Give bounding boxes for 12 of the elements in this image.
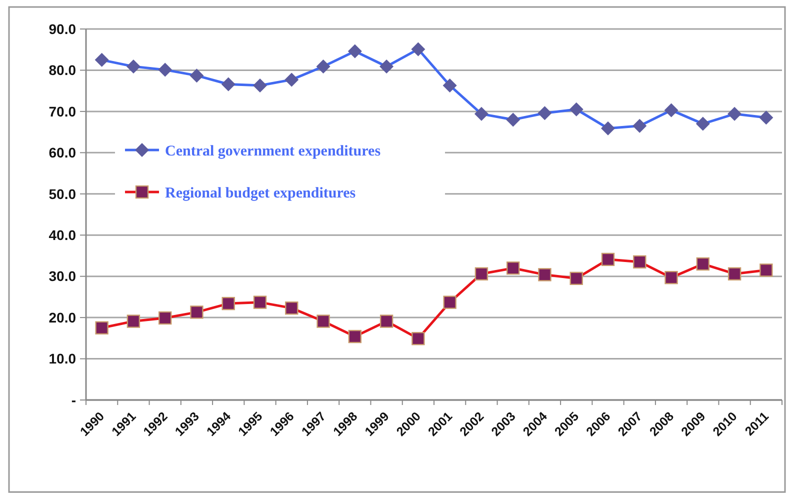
y-tick-label: 40.0 [48, 227, 76, 244]
y-tick-label: 60.0 [48, 144, 76, 161]
legend-label: Central government expenditures [165, 143, 381, 160]
legend-label: Regional budget expenditures [165, 185, 356, 202]
y-tick-label: - [71, 392, 76, 408]
y-tick-label: 70.0 [48, 103, 76, 120]
y-tick-label: 50.0 [48, 186, 76, 202]
y-tick-label: 20.0 [48, 309, 76, 326]
y-tick-label: 90.0 [48, 20, 76, 37]
y-tick-label: 10.0 [48, 350, 76, 367]
y-tick-label: 80.0 [48, 62, 76, 78]
y-tick-label: 30.0 [48, 268, 76, 284]
